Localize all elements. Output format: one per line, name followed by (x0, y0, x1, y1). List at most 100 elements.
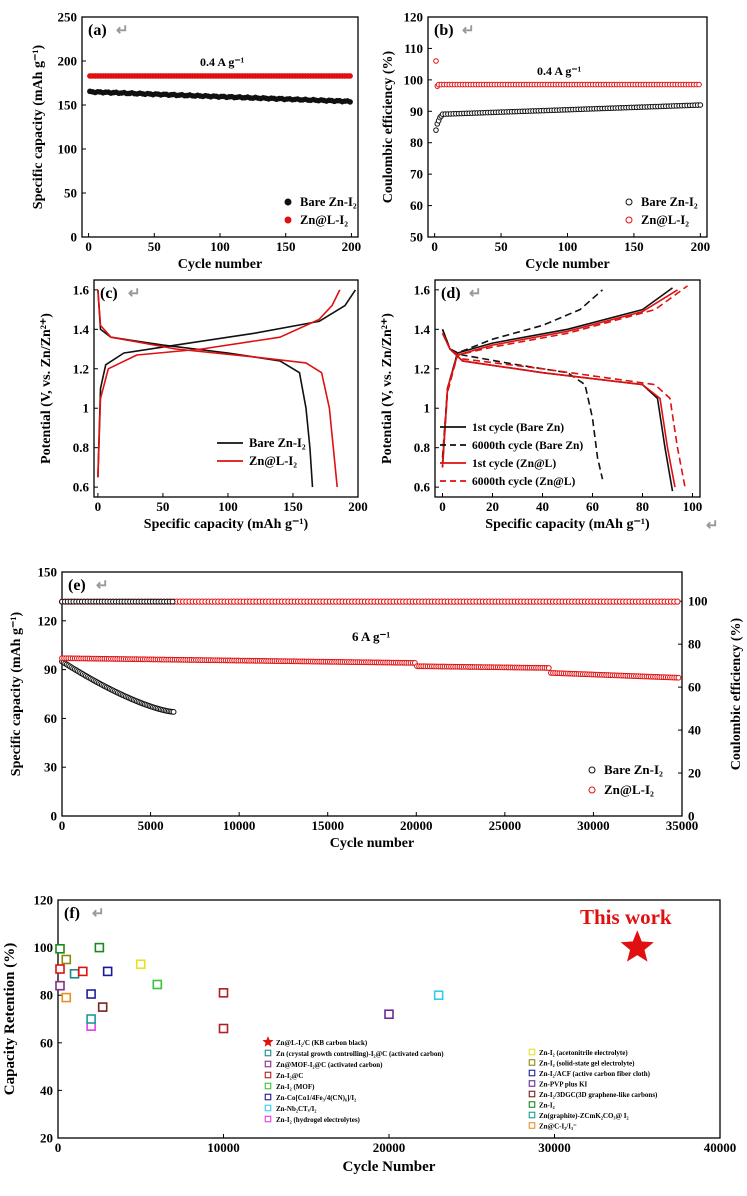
y-tick-label: 80 (410, 135, 423, 150)
return-mark-glyph: ↵ (469, 286, 482, 302)
y-tick-label: 100 (404, 72, 424, 87)
data-point (433, 127, 439, 133)
x-tick-label: 150 (624, 239, 644, 254)
x-tick-label: 30000 (577, 818, 610, 833)
return-mark-glyph: ↵ (116, 23, 129, 39)
x-tick-label: 5000 (138, 818, 164, 833)
x-tick-label: 0 (59, 818, 66, 833)
data-point-square (86, 1014, 96, 1024)
y-tick-label: 1.4 (73, 322, 90, 337)
panel-b: 0 50 100 150 200 50 60 70 80 90 100 110 120 Cycle num… (381, 10, 710, 273)
legend-label: Zn-Nb₂CTₓ/I₂ (276, 1105, 316, 1113)
legend-square (528, 1090, 536, 1098)
legend-square (264, 1049, 272, 1057)
y-tick-label: 60 (40, 1035, 53, 1050)
y-tick-label: 60 (44, 711, 57, 726)
legend-label: Zn(graphite)-ZCmK₂CO₃@ I₂ (539, 1112, 629, 1120)
x-tick-label: 15000 (311, 818, 344, 833)
plot-frame-d (434, 279, 701, 498)
x-tick-label: 100 (558, 239, 578, 254)
legend-undefined: Bare Zn-I₂ Zn@L-I₂ (217, 436, 306, 468)
x-tick-label: 50 (148, 239, 161, 254)
legend-undefined: 1st cycle (Bare Zn) 6000th cycle (Bare Zn… (440, 422, 583, 488)
data-point-square (102, 966, 113, 977)
legend-label: Zn (crystal growth controlling)-I₂@C (ac… (276, 1050, 444, 1058)
legend-square (264, 1060, 272, 1068)
panel-label: (b) (434, 22, 454, 39)
x-tick-label: 100 (683, 499, 703, 514)
charge-curve-2 (441, 289, 678, 464)
data-point-square (61, 954, 72, 965)
y-tick-label: 1.2 (73, 361, 89, 376)
x-axis-label: Cycle number (178, 257, 262, 272)
data-point-square (69, 968, 80, 979)
legend-square (264, 1082, 272, 1090)
legend-marker (625, 198, 633, 206)
y-tick-label: 90 (44, 662, 57, 677)
y-tick-label: 0.8 (73, 440, 90, 455)
legend-square (528, 1080, 536, 1087)
plot-frame-e (61, 571, 683, 817)
capacity-point-znl (675, 674, 682, 681)
y2-tick-label: 60 (688, 680, 701, 695)
legend-label: Zn-I₂ (solid-state gel electrolyte) (539, 1060, 635, 1068)
legend-label: Bare Zn-I₂ (641, 195, 698, 209)
legend-label: Zn@L-I₂/C (KB carbon black) (276, 1039, 368, 1047)
x-tick-label: 25000 (489, 818, 522, 833)
y-tick-label: 70 (410, 167, 423, 182)
x-tick-label: 0 (439, 499, 446, 514)
panel-f: 0 10000 20000 30000 40000 20 40 60 80 100 120 Cycle… (2, 893, 736, 1176)
x-axis-label: Specific capacity (mAh g⁻¹) (485, 517, 650, 532)
legend-square (528, 1122, 536, 1129)
data-point-bare (347, 99, 353, 105)
x-tick-label: 40 (536, 499, 549, 514)
legend-square (264, 1071, 272, 1079)
x-tick-label: 0 (55, 1140, 62, 1155)
y-tick-label: 150 (58, 98, 78, 113)
panel-label: (e) (68, 577, 86, 594)
x-tick-label: 200 (342, 239, 362, 254)
legend-star (262, 1036, 274, 1047)
x-tick-label: 40000 (704, 1140, 737, 1155)
legend-label: Zn@L-I₂ (641, 213, 689, 227)
charge-curve-0 (97, 289, 357, 478)
data-point-square (55, 964, 65, 974)
data-point-square (55, 943, 65, 954)
y-tick-label: 30 (44, 760, 57, 775)
data-point-square (97, 1002, 108, 1012)
discharge-curve-2 (441, 332, 676, 488)
x-tick-label: 10000 (207, 1140, 240, 1155)
y-tick-label: 90 (410, 104, 423, 119)
legend-label: Zn-I₂ (539, 1102, 555, 1110)
return-mark-glyph: ↵ (96, 578, 109, 594)
legend-label: Zn-PVP plus KI (539, 1081, 588, 1089)
legend-square (264, 1115, 272, 1123)
x-axis-label: Cycle number (330, 836, 414, 851)
y-tick-label: 1.6 (414, 282, 431, 297)
y-tick-label: 20 (40, 1131, 53, 1146)
return-mark-glyph: ↵ (128, 286, 141, 302)
legend-label: 6000th cycle (Bare Zn) (472, 440, 583, 452)
y2-tick-label: 20 (688, 766, 701, 781)
data-point-square (433, 990, 444, 1001)
legend-label: Bare Zn-I₂ (604, 762, 663, 777)
return-mark-glyph: ↵ (462, 23, 475, 39)
data-point-square (384, 1009, 394, 1020)
data-point-square (218, 1023, 229, 1034)
charge-curve-1 (97, 289, 341, 478)
legend-label: 1st cycle (Zn@L) (472, 458, 556, 470)
y2-axis-label: Coulombic efficiency (%) (729, 617, 744, 770)
y-tick-label: 0.6 (73, 480, 90, 495)
x-tick-label: 20000 (373, 1140, 406, 1155)
y-tick-label: 120 (38, 613, 58, 628)
data-point (433, 58, 439, 64)
plot-frame-c (93, 279, 359, 498)
data-point-square (152, 979, 163, 990)
this-work-star (620, 930, 654, 962)
legend-label: Zn-I₂ (hydrogel electrolytes) (276, 1116, 361, 1124)
current-density-label: 6 A g⁻¹ (352, 629, 390, 644)
x-tick-label: 0 (95, 499, 102, 514)
data-point (697, 102, 704, 108)
legend-label: 6000th cycle (Zn@L) (472, 476, 575, 488)
discharge-curve-1 (441, 329, 604, 480)
